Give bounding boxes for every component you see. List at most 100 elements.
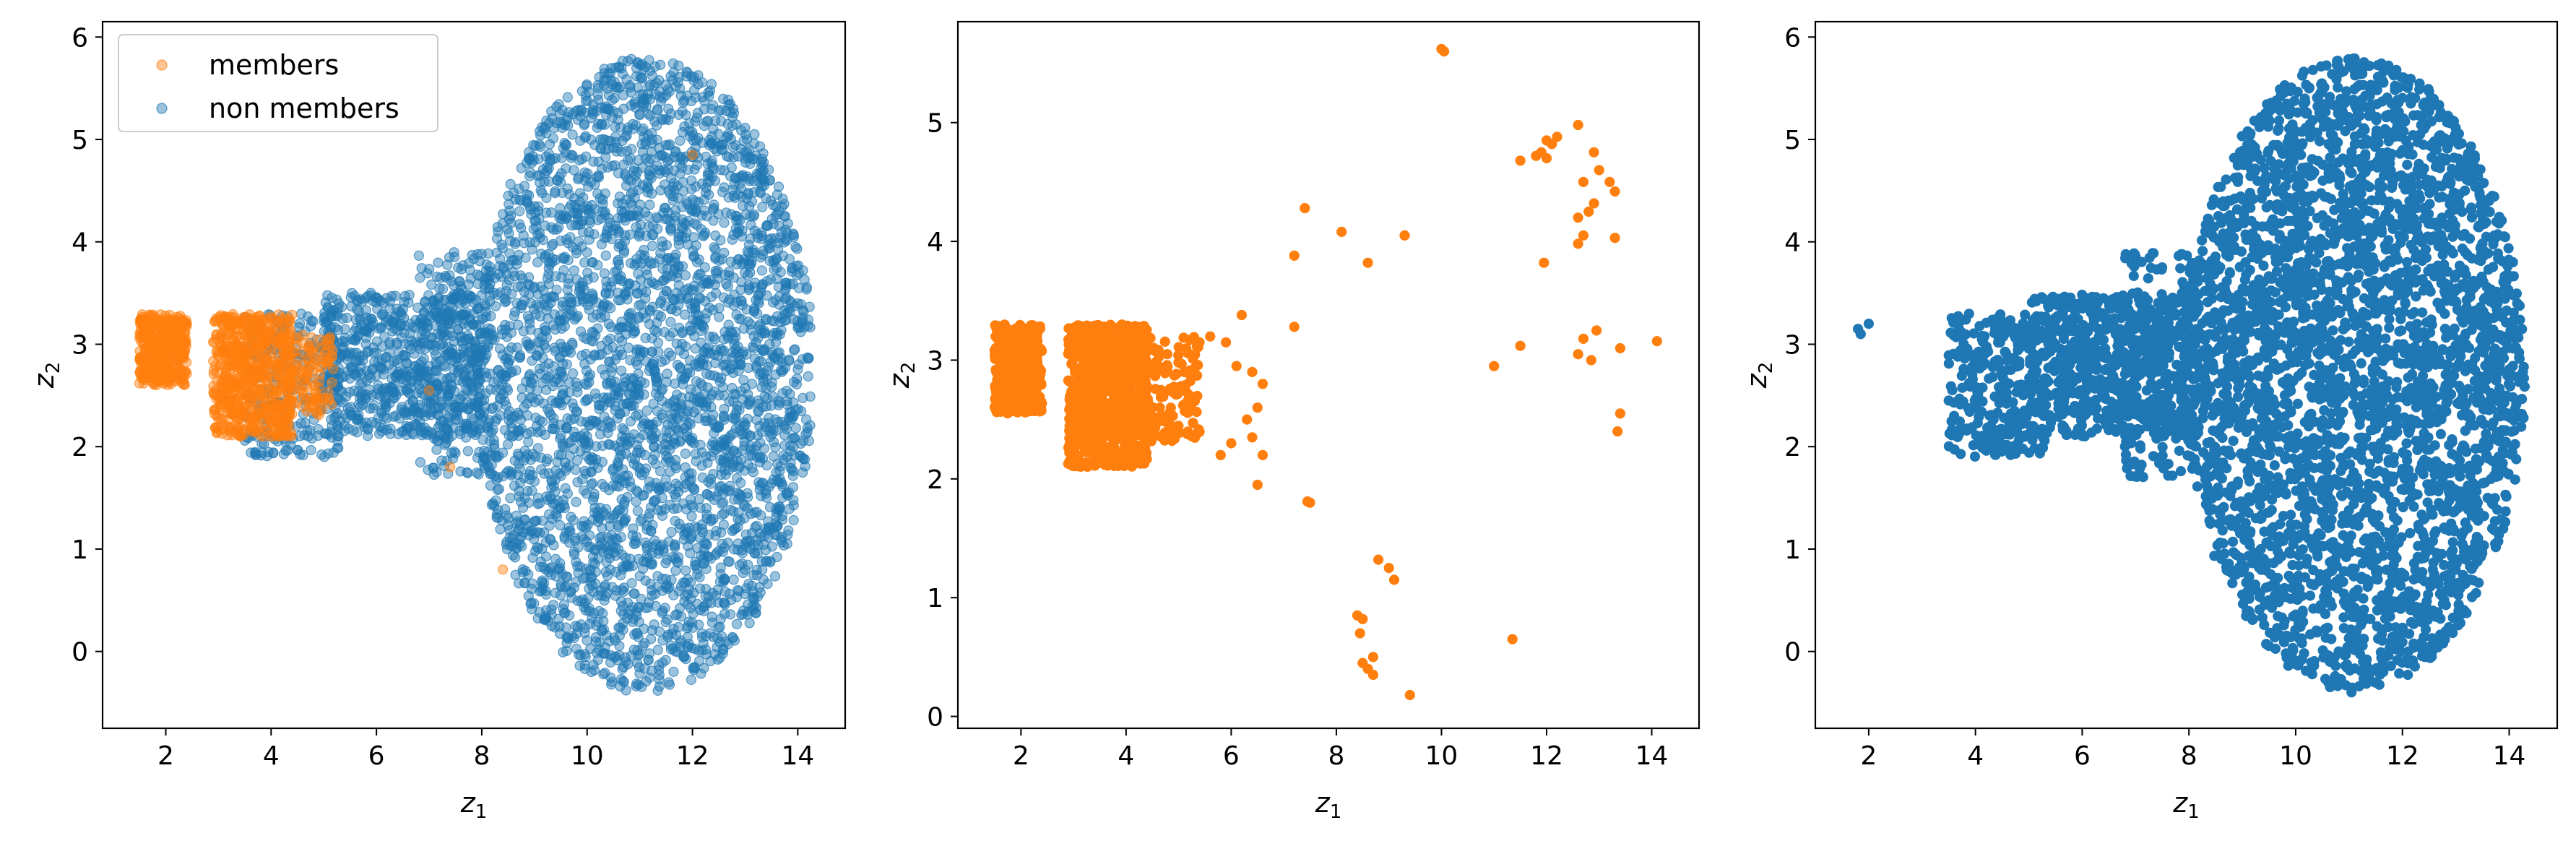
- data-point: [774, 473, 785, 484]
- data-point: [606, 676, 618, 688]
- data-point: [561, 645, 572, 657]
- data-point: [771, 330, 782, 341]
- data-point: [724, 556, 735, 567]
- data-point: [582, 519, 593, 530]
- data-point: [690, 298, 701, 309]
- data-point: [693, 655, 705, 667]
- data-point: [743, 459, 753, 470]
- data-point: [684, 203, 696, 214]
- data-point: [706, 291, 717, 302]
- data-point: [669, 542, 680, 553]
- data-point: [519, 295, 530, 306]
- data-point: [699, 558, 709, 569]
- data-point: [581, 365, 592, 376]
- data-point: [804, 301, 815, 312]
- data-point: [548, 413, 559, 424]
- data-point: [579, 378, 590, 389]
- data-point: [555, 433, 566, 444]
- data-point: [646, 258, 657, 269]
- data-point: [741, 146, 753, 157]
- data-point: [798, 392, 808, 403]
- data-point: [341, 413, 352, 423]
- data-point: [571, 496, 582, 508]
- data-point: [697, 472, 708, 483]
- data-point: [525, 343, 536, 354]
- data-point: [457, 390, 468, 402]
- data-point: [669, 295, 680, 306]
- data-point: [653, 347, 664, 358]
- data-point: [433, 403, 444, 414]
- data-point: [431, 435, 443, 446]
- data-point: [503, 345, 514, 357]
- data-point: [567, 340, 578, 350]
- data-point: [357, 377, 368, 388]
- data-point: [441, 438, 451, 449]
- data-point: [654, 670, 665, 681]
- data-point: [725, 107, 736, 118]
- data-point: [591, 309, 602, 320]
- data-point: [503, 430, 514, 441]
- data-point: [670, 378, 680, 389]
- data-point: [474, 270, 485, 282]
- data-point: [640, 603, 651, 613]
- data-point: [782, 538, 792, 549]
- data-point: [534, 139, 545, 150]
- data-point: [450, 447, 461, 459]
- data-point: [761, 314, 771, 324]
- data-point: [673, 60, 684, 71]
- data-point: [717, 509, 727, 520]
- data-point: [145, 310, 156, 321]
- data-point: [725, 256, 737, 267]
- data-point: [620, 168, 631, 179]
- data-point: [181, 318, 191, 329]
- data-point: [785, 411, 796, 423]
- data-point: [661, 240, 673, 251]
- data-point: [625, 416, 636, 427]
- data-point: [384, 360, 394, 371]
- data-point: [394, 347, 405, 358]
- data-point: [785, 462, 796, 473]
- data-point: [782, 452, 793, 462]
- data-point: [748, 605, 758, 616]
- data-point: [360, 305, 371, 316]
- data-point: [316, 449, 327, 460]
- data-point: [731, 473, 743, 484]
- data-point: [604, 485, 615, 496]
- data-point: [548, 291, 558, 303]
- data-point: [621, 685, 631, 696]
- data-point: [648, 398, 659, 410]
- data-point: [622, 398, 633, 409]
- data-point: [768, 218, 779, 229]
- data-point: [647, 585, 657, 596]
- data-point: [535, 368, 545, 379]
- data-point: [639, 244, 649, 256]
- data-point: [716, 116, 727, 126]
- data-point: [576, 154, 587, 165]
- data-point: [662, 164, 673, 175]
- data-point: [557, 296, 568, 308]
- series-non-members: [239, 53, 816, 696]
- data-point: [484, 266, 495, 277]
- data-point: [627, 186, 639, 197]
- data-point: [632, 645, 643, 656]
- data-point: [480, 311, 491, 322]
- data-point: [455, 466, 466, 477]
- data-point: [706, 611, 717, 622]
- data-point: [647, 188, 657, 199]
- data-point: [515, 270, 526, 281]
- data-point: [562, 184, 573, 194]
- data-point: [442, 259, 453, 270]
- data-point: [366, 417, 377, 428]
- data-point: [527, 449, 538, 460]
- data-point: [555, 558, 566, 569]
- data-point: [771, 530, 782, 541]
- data-point: [668, 503, 679, 514]
- data-point: [494, 393, 506, 404]
- data-point: [674, 345, 685, 355]
- data-point: [589, 229, 600, 240]
- data-point: [657, 510, 668, 521]
- data-point: [541, 116, 552, 126]
- data-point: [326, 311, 337, 322]
- data-point: [707, 100, 719, 111]
- data-point: [772, 395, 784, 407]
